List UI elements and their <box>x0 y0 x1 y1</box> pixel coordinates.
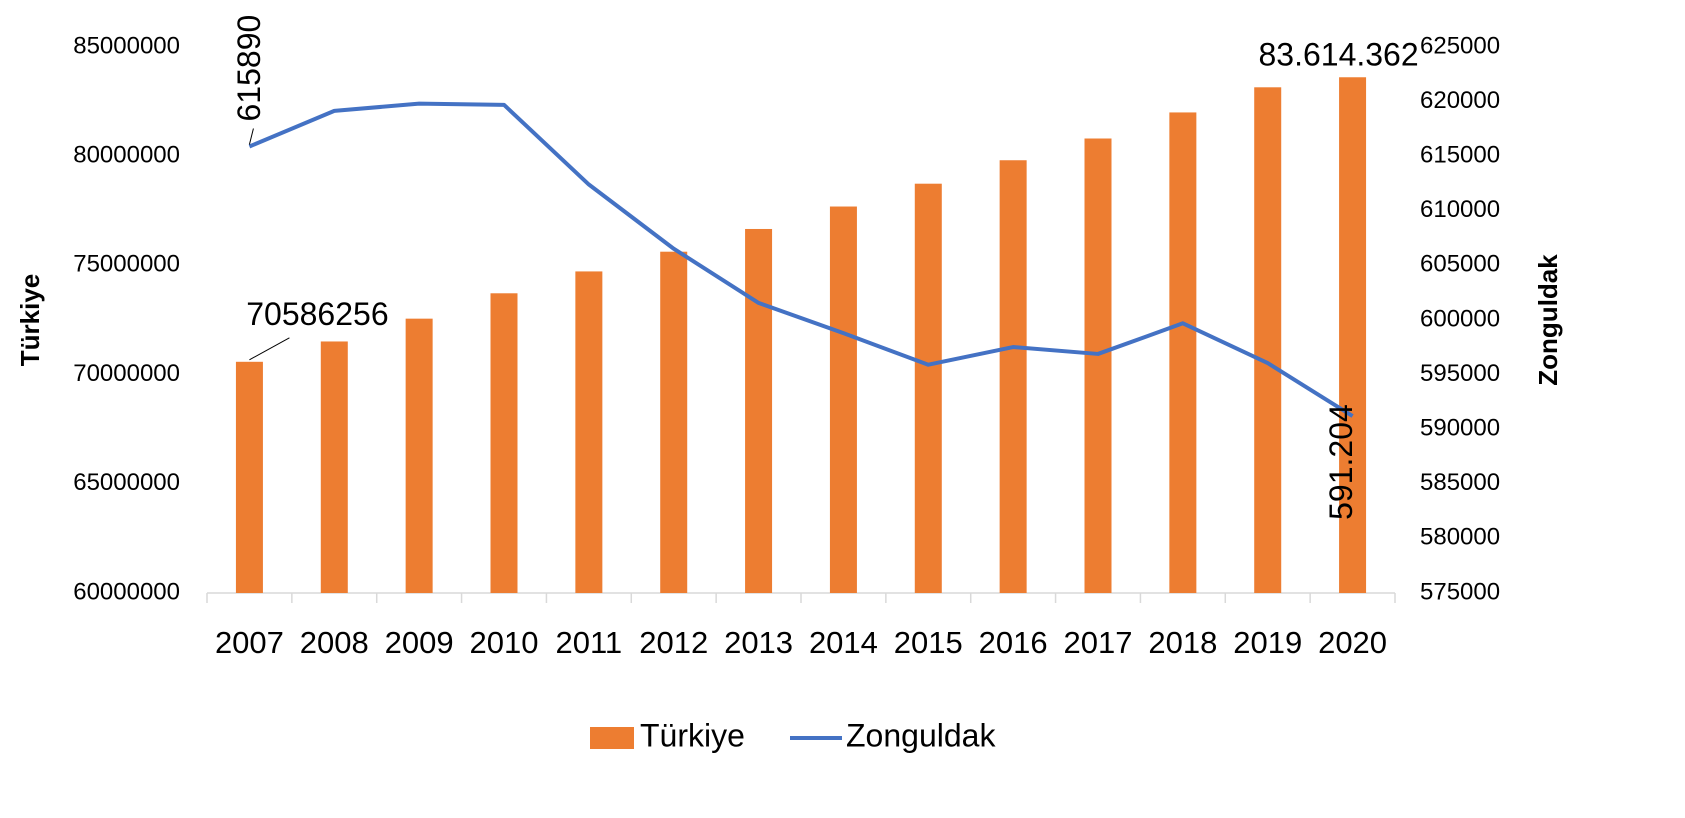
x-tick-label: 2011 <box>556 625 623 660</box>
y2-axis-title: Zonguldak <box>1533 254 1563 386</box>
bar <box>745 228 773 593</box>
x-tick-label: 2020 <box>1318 625 1387 660</box>
legend-swatch <box>590 727 634 749</box>
x-tick-label: 2013 <box>724 625 793 660</box>
bar <box>235 361 263 593</box>
bar <box>575 271 603 593</box>
x-tick-label: 2008 <box>300 625 369 660</box>
leader-line <box>249 337 290 361</box>
y-tick-label: 70000000 <box>73 360 180 387</box>
data-label: 591.204 <box>1323 404 1359 520</box>
bar <box>914 183 942 593</box>
data-label: 83.614.362 <box>1258 37 1418 73</box>
bar <box>999 160 1027 593</box>
data-label: 70586256 <box>246 296 388 332</box>
y2-tick-label: 585000 <box>1420 469 1500 496</box>
bar <box>660 251 688 593</box>
x-tick-label: 2015 <box>894 625 963 660</box>
bar <box>1254 87 1282 594</box>
y2-tick-label: 575000 <box>1420 578 1500 605</box>
x-tick-label: 2012 <box>639 625 708 660</box>
y2-tick-label: 610000 <box>1420 196 1500 223</box>
y-axis-title: Türkiye <box>15 274 45 367</box>
y2-tick-label: 615000 <box>1420 142 1500 169</box>
x-tick-label: 2010 <box>470 625 539 660</box>
data-label: 615890 <box>231 15 267 122</box>
y-tick-label: 80000000 <box>73 142 180 169</box>
line <box>248 101 1354 418</box>
y2-tick-label: 590000 <box>1420 415 1500 442</box>
bar <box>490 293 518 593</box>
x-tick-label: 2018 <box>1148 625 1217 660</box>
bar <box>1084 138 1112 593</box>
y2-tick-label: 620000 <box>1420 87 1500 114</box>
y2-tick-label: 625000 <box>1420 32 1500 59</box>
legend-label: Türkiye <box>640 717 745 753</box>
x-tick-label: 2014 <box>809 625 878 660</box>
x-tick-label: 2009 <box>385 625 454 660</box>
bar <box>405 318 433 593</box>
y-tick-label: 65000000 <box>73 469 180 496</box>
y-tick-label: 85000000 <box>73 32 180 59</box>
bar <box>1169 112 1197 594</box>
y-tick-label: 60000000 <box>73 578 180 605</box>
x-tick-label: 2017 <box>1064 625 1133 660</box>
y2-tick-label: 605000 <box>1420 251 1500 278</box>
y2-tick-label: 595000 <box>1420 360 1500 387</box>
bar <box>829 206 857 593</box>
y-tick-label: 75000000 <box>73 251 180 278</box>
y2-tick-label: 580000 <box>1420 524 1500 551</box>
y2-tick-label: 600000 <box>1420 305 1500 332</box>
x-tick-label: 2019 <box>1233 625 1302 660</box>
leader-line <box>248 128 254 145</box>
bar <box>1339 77 1367 594</box>
legend-label: Zonguldak <box>846 717 996 753</box>
x-tick-label: 2016 <box>979 625 1048 660</box>
x-tick-label: 2007 <box>215 625 284 660</box>
bar <box>320 341 348 593</box>
